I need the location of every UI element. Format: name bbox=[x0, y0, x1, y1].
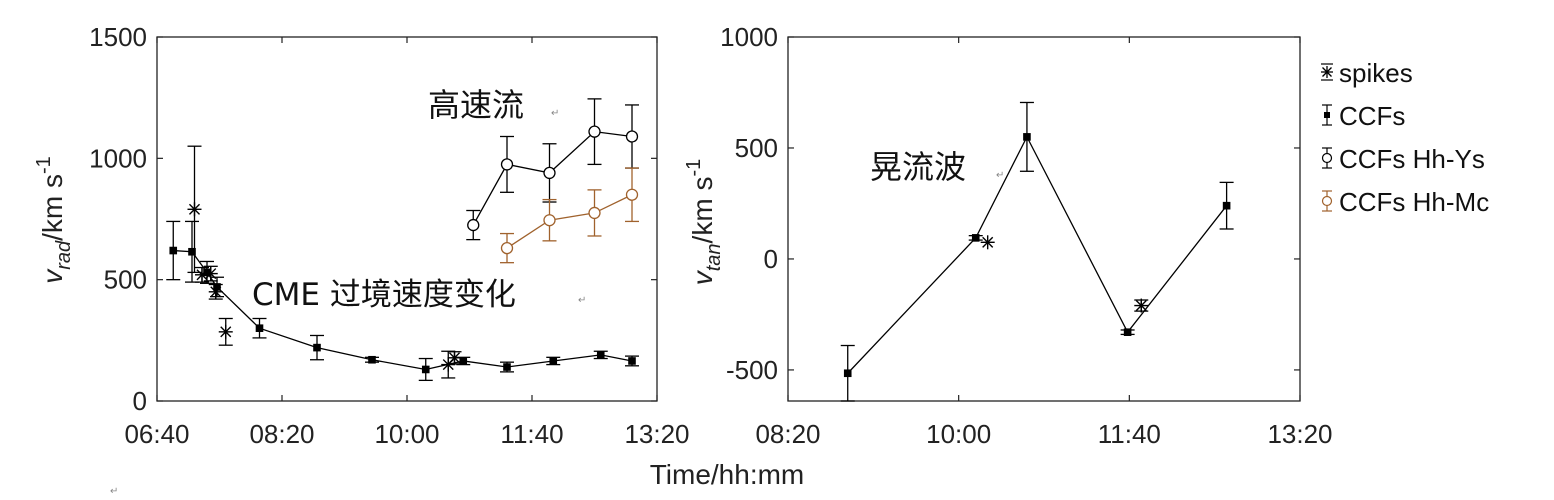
data-point bbox=[543, 214, 556, 227]
y-label-symbol: v bbox=[37, 268, 68, 284]
panel-tangential-velocity: 08:20 10:00 11:40 13:20 -500 0 500 1000 晃流波 ↵ v… bbox=[683, 22, 1333, 449]
legend: spikes CCFs CCFs Hh-Ys CCFs Hh-Mc bbox=[1321, 58, 1489, 217]
legend-label: CCFs Hh-Ys bbox=[1339, 144, 1485, 174]
data-point bbox=[368, 355, 376, 364]
legend-item: CCFs Hh-Ys bbox=[1321, 144, 1485, 174]
data-point bbox=[625, 188, 639, 201]
data-point bbox=[421, 365, 430, 374]
legend-error-bar bbox=[1321, 63, 1333, 81]
y-label-unit: /km s bbox=[687, 177, 718, 244]
y-tick-label: 0 bbox=[133, 386, 147, 416]
x-tick-label: 10:00 bbox=[926, 419, 991, 449]
x-tick-label: 13:20 bbox=[624, 419, 689, 449]
y-label-unit: /km s bbox=[37, 174, 68, 241]
data-point bbox=[588, 125, 601, 138]
data-point bbox=[843, 369, 852, 378]
data-point bbox=[218, 324, 233, 339]
return-mark: ↵ bbox=[578, 295, 586, 306]
data-point bbox=[500, 158, 514, 171]
annotation-cme: CME 过境速度变化 bbox=[252, 277, 516, 313]
y-label-superscript: -1 bbox=[33, 156, 55, 174]
data-point bbox=[971, 234, 980, 242]
data-point bbox=[628, 357, 636, 365]
data-point bbox=[467, 218, 480, 232]
series-line bbox=[472, 130, 633, 226]
series-ccfs-hh-ys bbox=[466, 98, 639, 241]
data-point bbox=[588, 206, 601, 220]
legend-label: spikes bbox=[1339, 58, 1413, 88]
panel-radial-velocity: 06:40 08:20 10:00 11:40 13:20 0 500 1000 1500 高速… bbox=[33, 22, 690, 449]
data-point bbox=[313, 343, 321, 352]
x-tick-label: 13:20 bbox=[1267, 419, 1332, 449]
return-mark: ↵ bbox=[110, 486, 118, 497]
y-tick-label: 500 bbox=[735, 133, 778, 163]
return-mark: ↵ bbox=[551, 108, 559, 119]
x-axis-label: Time/hh:mm bbox=[650, 459, 805, 490]
data-point bbox=[1123, 328, 1132, 336]
annotation-high-speed: 高速流 bbox=[428, 86, 524, 124]
legend-item: spikes bbox=[1321, 58, 1413, 88]
legend-marker bbox=[1321, 66, 1333, 78]
y-tick-label: 1500 bbox=[89, 22, 147, 52]
data-point bbox=[980, 235, 995, 250]
y-label-subscript: rad bbox=[53, 240, 75, 270]
legend-item: CCFs bbox=[1322, 101, 1405, 131]
data-point bbox=[500, 241, 514, 255]
legend-marker bbox=[1321, 152, 1333, 164]
data-point bbox=[1134, 298, 1149, 313]
x-tick-label: 11:40 bbox=[1098, 419, 1161, 449]
y-axis-label-left: vrad/km s-1 bbox=[33, 156, 75, 284]
x-tick-label: 11:40 bbox=[500, 419, 563, 449]
data-point bbox=[187, 202, 202, 217]
x-tick-label: 10:00 bbox=[374, 419, 439, 449]
legend-item: CCFs Hh-Mc bbox=[1321, 187, 1489, 217]
data-point bbox=[1222, 201, 1231, 210]
data-point bbox=[625, 130, 639, 143]
series-spikes bbox=[187, 145, 462, 379]
legend-marker bbox=[1324, 112, 1330, 118]
y-tick-label: 500 bbox=[104, 265, 147, 295]
series-ccfs bbox=[840, 101, 1234, 402]
data-point bbox=[188, 247, 196, 256]
x-tick-label: 08:20 bbox=[755, 419, 820, 449]
data-point bbox=[596, 351, 605, 359]
plot-frame-right bbox=[787, 36, 1301, 402]
y-axis-label-right: vtan/km s-1 bbox=[683, 159, 725, 286]
data-point bbox=[543, 166, 556, 180]
y-label-superscript: -1 bbox=[683, 159, 705, 177]
legend-label: CCFs bbox=[1339, 101, 1405, 131]
data-point bbox=[459, 357, 468, 365]
series-ccfs bbox=[166, 220, 639, 382]
series-line bbox=[506, 194, 633, 249]
y-tick-label: 0 bbox=[764, 244, 778, 274]
series-ccfs-hh-mc bbox=[500, 167, 639, 264]
y-tick-label: 1000 bbox=[89, 143, 147, 173]
data-point bbox=[169, 246, 178, 255]
data-point bbox=[203, 268, 211, 277]
y-tick-label: 1000 bbox=[720, 22, 778, 52]
y-label-subscript: tan bbox=[703, 243, 725, 271]
y-label-symbol: v bbox=[687, 269, 718, 285]
x-tick-label: 08:20 bbox=[249, 419, 314, 449]
legend-marker bbox=[1321, 195, 1333, 207]
data-point bbox=[503, 363, 511, 371]
x-tick-label: 06:40 bbox=[124, 419, 189, 449]
y-tick-label: -500 bbox=[726, 355, 778, 385]
data-point bbox=[1023, 133, 1031, 141]
return-mark: ↵ bbox=[996, 170, 1004, 181]
plot-frame-left bbox=[156, 36, 658, 402]
data-point bbox=[213, 283, 221, 291]
annotation-wave: 晃流波 bbox=[870, 148, 966, 186]
series-spikes bbox=[980, 235, 1149, 313]
data-point bbox=[549, 357, 558, 365]
data-point bbox=[255, 324, 264, 332]
legend-label: CCFs Hh-Mc bbox=[1339, 187, 1489, 217]
